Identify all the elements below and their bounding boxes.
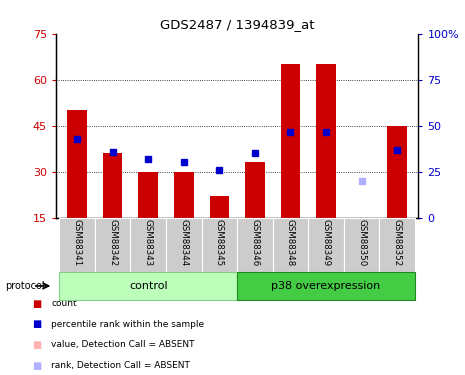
Bar (281, 64, 300, 218)
Text: GSM88342: GSM88342 (108, 219, 117, 267)
Bar (387, 126, 407, 218)
Text: GSM88349: GSM88349 (321, 219, 331, 267)
Text: percentile rank within the sample: percentile rank within the sample (51, 320, 204, 329)
Text: GSM88348: GSM88348 (286, 219, 295, 267)
Text: GSM88344: GSM88344 (179, 219, 188, 267)
Text: count: count (51, 299, 77, 308)
Text: ■: ■ (33, 340, 42, 350)
Text: GSM88350: GSM88350 (357, 219, 366, 267)
Bar (174, 172, 193, 217)
Text: protocol: protocol (5, 281, 44, 291)
Text: p38 overexpression: p38 overexpression (272, 281, 381, 291)
Text: ■: ■ (33, 361, 42, 370)
Text: GSM88343: GSM88343 (144, 219, 153, 267)
Text: control: control (129, 281, 167, 291)
Text: rank, Detection Call = ABSENT: rank, Detection Call = ABSENT (51, 361, 190, 370)
Text: GSM88352: GSM88352 (392, 219, 402, 267)
Bar (316, 64, 336, 218)
Bar (210, 196, 229, 217)
Title: GDS2487 / 1394839_at: GDS2487 / 1394839_at (160, 18, 314, 31)
Text: GSM88346: GSM88346 (251, 219, 259, 267)
Text: ■: ■ (33, 320, 42, 329)
Bar (67, 110, 87, 218)
Text: value, Detection Call = ABSENT: value, Detection Call = ABSENT (51, 340, 195, 350)
Text: ■: ■ (33, 299, 42, 309)
Bar (245, 162, 265, 218)
Bar (352, 217, 372, 220)
Bar (139, 172, 158, 217)
Text: GSM88341: GSM88341 (73, 219, 82, 267)
Text: GSM88345: GSM88345 (215, 219, 224, 267)
Bar (103, 153, 122, 218)
